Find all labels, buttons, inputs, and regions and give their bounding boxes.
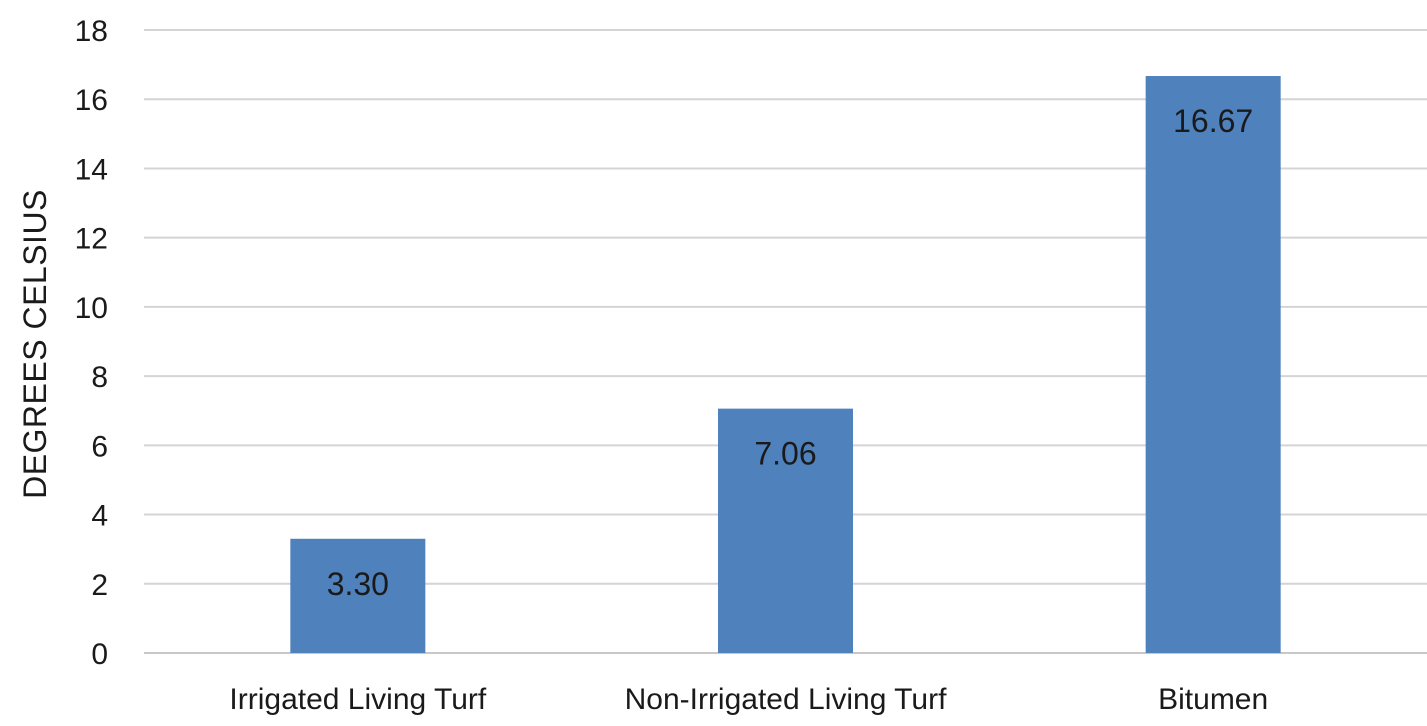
data-label: 3.30 bbox=[327, 566, 389, 602]
y-tick-label: 14 bbox=[75, 153, 108, 186]
y-axis-ticks: 0 2 4 6 8 10 12 14 16 18 bbox=[75, 15, 108, 671]
bar bbox=[1145, 76, 1281, 653]
y-tick-label: 18 bbox=[75, 15, 108, 48]
y-axis-title: DEGREES CELSIUS bbox=[17, 189, 53, 499]
y-tick-label: 0 bbox=[91, 638, 108, 671]
x-axis-categories: Irrigated Living Turf Non-Irrigated Livin… bbox=[229, 683, 1268, 716]
bars bbox=[290, 76, 1281, 653]
y-tick-label: 2 bbox=[91, 569, 108, 602]
y-tick-label: 10 bbox=[75, 292, 108, 325]
y-tick-label: 8 bbox=[91, 361, 108, 394]
y-tick-label: 16 bbox=[75, 84, 108, 117]
data-label: 16.67 bbox=[1173, 103, 1253, 139]
y-tick-label: 12 bbox=[75, 223, 108, 256]
x-category-label: Irrigated Living Turf bbox=[229, 683, 486, 716]
bar bbox=[290, 538, 426, 653]
data-label: 7.06 bbox=[754, 436, 816, 472]
x-category-label: Non-Irrigated Living Turf bbox=[625, 683, 947, 716]
data-labels: 3.30 7.06 16.67 bbox=[327, 103, 1254, 602]
y-tick-label: 4 bbox=[91, 500, 108, 533]
x-category-label: Bitumen bbox=[1158, 683, 1268, 716]
y-tick-label: 6 bbox=[91, 430, 108, 463]
bar bbox=[718, 408, 853, 653]
